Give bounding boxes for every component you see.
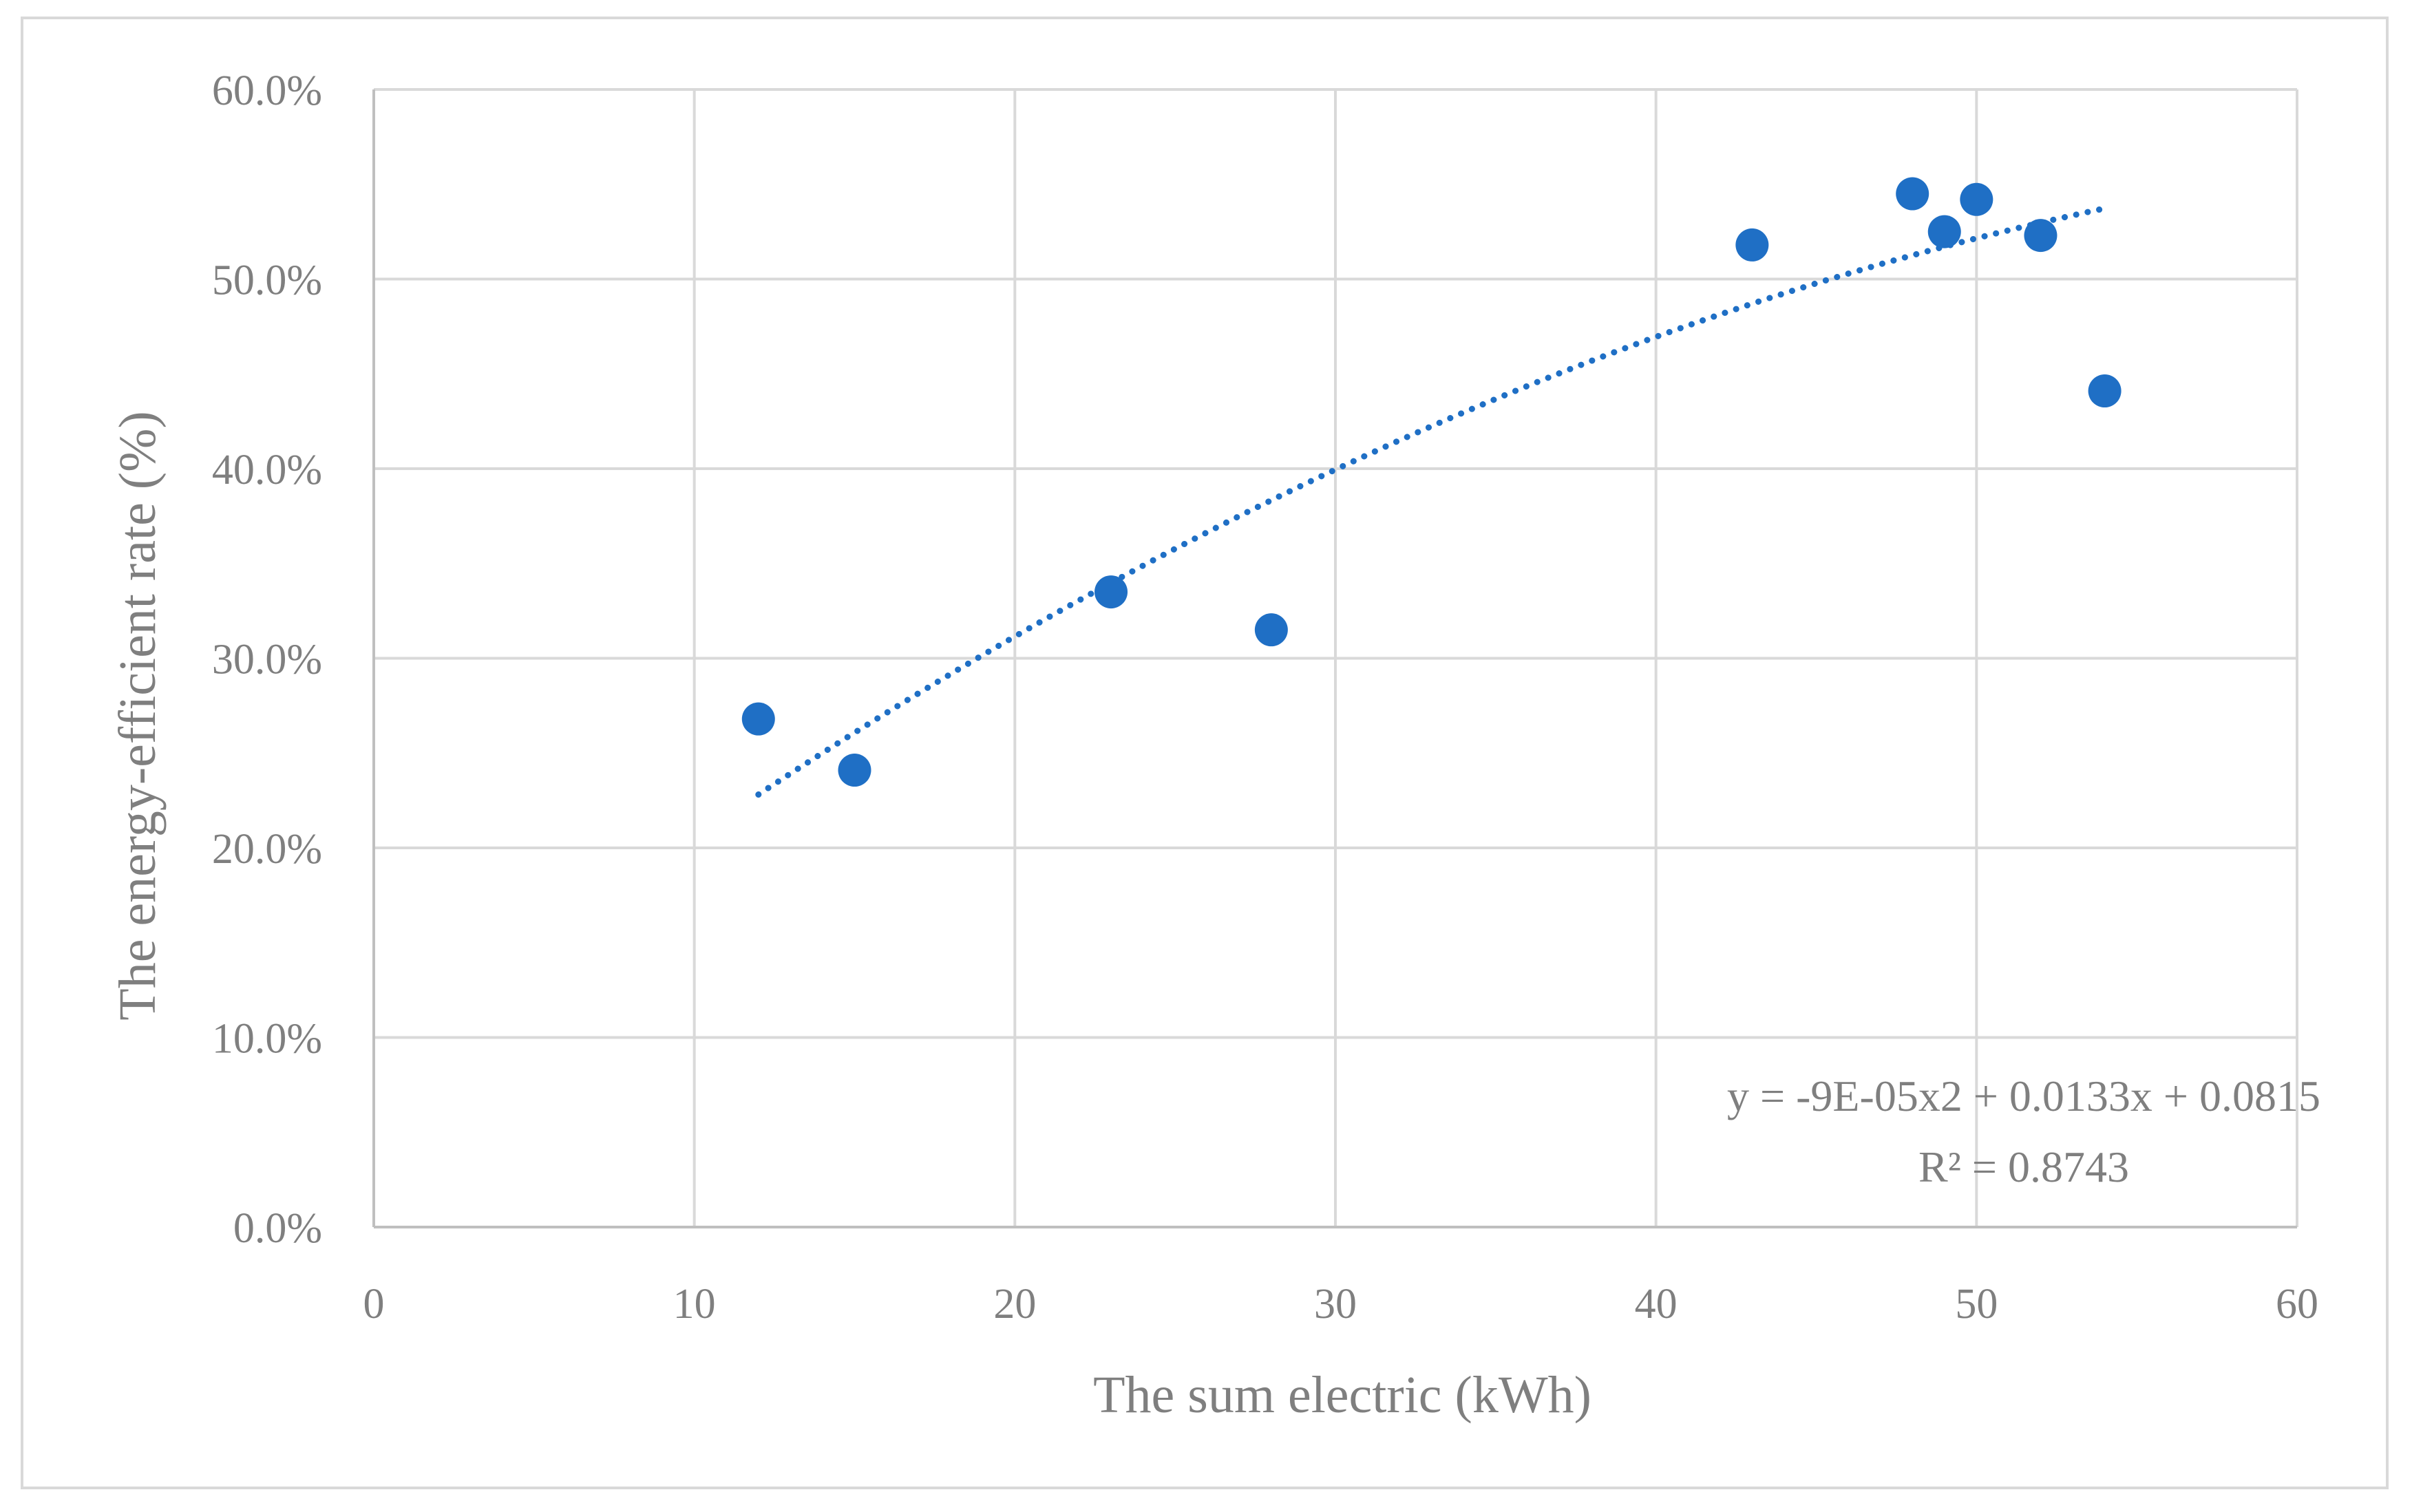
- data-point: [1735, 228, 1769, 262]
- x-tick-label: 0: [363, 1281, 385, 1328]
- data-point: [1960, 182, 1993, 216]
- y-tick-label: 10.0%: [212, 1016, 322, 1063]
- gridlines: [374, 88, 2298, 1227]
- y-axis-title: The energy-efficient rate (%): [109, 411, 167, 1020]
- y-tick-labels: 0.0% 10.0% 20.0% 30.0% 40.0% 50.0% 60.0%: [212, 67, 322, 1252]
- y-tick-label: 60.0%: [212, 67, 322, 114]
- y-tick-label: 20.0%: [212, 826, 322, 873]
- x-tick-labels: 0 10 20 30 40 50 60: [363, 1281, 2319, 1328]
- trendline-equation: y = -9E-05x2 + 0.0133x + 0.0815: [1727, 1072, 2320, 1120]
- x-tick-label: 50: [1955, 1281, 1998, 1328]
- data-point: [1254, 613, 1288, 647]
- y-tick-label: 40.0%: [212, 447, 322, 493]
- trendline: [755, 205, 2108, 798]
- x-tick-label: 40: [1635, 1281, 1678, 1328]
- data-point: [838, 754, 871, 787]
- data-point: [1094, 575, 1128, 609]
- y-tick-label: 50.0%: [212, 257, 322, 304]
- data-points: [741, 177, 2122, 787]
- x-tick-label: 10: [673, 1281, 716, 1328]
- data-point: [1927, 215, 1961, 248]
- y-tick-label: 30.0%: [212, 637, 322, 683]
- x-tick-label: 60: [2276, 1281, 2318, 1328]
- chart-area-border: [21, 17, 2389, 1489]
- data-point: [741, 702, 775, 736]
- trendline-group: [755, 205, 2108, 798]
- data-point: [2088, 374, 2122, 408]
- x-axis-title: The sum electric (kWh): [1093, 1366, 1591, 1424]
- axes: [372, 89, 2297, 1228]
- x-tick-label: 30: [1314, 1281, 1357, 1328]
- y-tick-label: 0.0%: [233, 1205, 322, 1252]
- x-tick-label: 20: [993, 1281, 1036, 1328]
- r-squared-label: R² = 0.8743: [1918, 1142, 2129, 1191]
- data-point: [2024, 219, 2057, 253]
- data-point: [1896, 177, 1929, 211]
